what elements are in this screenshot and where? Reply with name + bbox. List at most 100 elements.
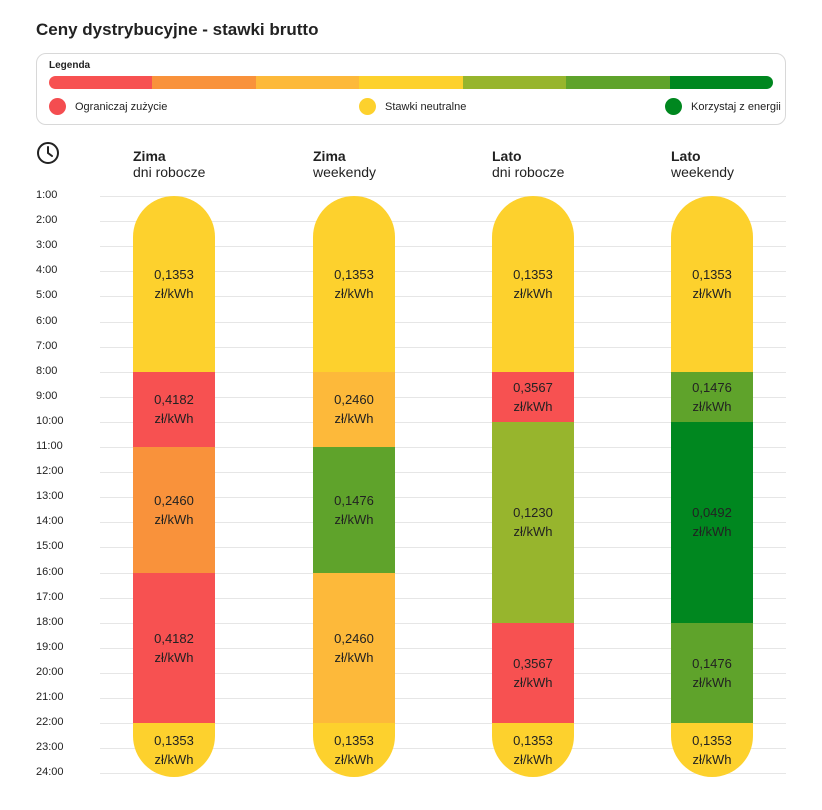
- tariff-value: 0,0492: [692, 505, 732, 521]
- legend-scale-step: [462, 76, 567, 89]
- tariff-segment: 0,1353 zł/kWh: [133, 723, 215, 778]
- legend-scale-step: [359, 76, 463, 89]
- column-season: Zima: [133, 148, 166, 164]
- column-header-winter-workdays: Zima dni robocze: [133, 148, 205, 180]
- tariff-value: 0,3567: [513, 379, 553, 395]
- hour-label: 8:00: [36, 364, 58, 377]
- hour-label: 2:00: [36, 214, 58, 227]
- hour-gridline: [100, 572, 786, 574]
- tariff-value: 0,4182: [154, 392, 194, 408]
- yellow-dot-icon: [359, 98, 376, 115]
- tariff-value: 0,1230: [513, 505, 553, 521]
- tariff-segment: 0,1476 zł/kWh: [671, 622, 753, 724]
- tariff-segment: 0,2460 zł/kWh: [313, 572, 395, 724]
- tariff-unit: zł/kWh: [154, 752, 194, 768]
- green-dot-icon: [665, 98, 682, 115]
- tariff-value: 0,1353: [513, 733, 553, 749]
- hour-gridline: [100, 497, 786, 499]
- tariff-segment: 0,0492 zł/kWh: [671, 421, 753, 623]
- tariff-unit: zł/kWh: [154, 285, 194, 301]
- tariff-value: 0,1353: [154, 266, 194, 282]
- red-dot-icon: [49, 98, 66, 115]
- hour-label: 9:00: [36, 389, 58, 402]
- tariff-segment: 0,3567 zł/kWh: [492, 371, 574, 422]
- column-days: dni robocze: [492, 164, 565, 180]
- hour-label: 19:00: [36, 640, 64, 653]
- column-header-winter-weekends: Zima weekendy: [313, 148, 376, 180]
- tariff-value: 0,1353: [513, 266, 553, 282]
- hour-gridline: [100, 547, 786, 549]
- hour-gridline: [100, 723, 786, 725]
- hour-gridline: [100, 447, 786, 448]
- hour-gridline: [100, 296, 786, 298]
- hour-gridline: [100, 396, 786, 398]
- tariff-band: 0,1353 zł/kWh 0,1476 zł/kWh 0,0492 zł/kWh 0,14…: [671, 196, 753, 778]
- column-days: weekendy: [313, 164, 377, 180]
- hour-gridline: [100, 271, 786, 273]
- hour-gridline: [100, 321, 786, 323]
- tariff-unit: zł/kWh: [692, 674, 732, 690]
- tariff-value: 0,2460: [154, 492, 194, 508]
- legend-scale-step: [566, 76, 670, 89]
- hour-gridline: [100, 246, 786, 248]
- legend-scale-step: [49, 76, 153, 89]
- hour-gridline: [100, 773, 786, 775]
- hour-label: 12:00: [36, 465, 64, 478]
- tariff-segment: 0,1353 zł/kWh: [671, 723, 753, 778]
- column-days: weekendy: [671, 164, 735, 180]
- hour-gridline: [100, 622, 786, 624]
- legend-label: Ograniczaj zużycie: [75, 100, 168, 113]
- tariff-band: 0,1353 zł/kWh 0,3567 zł/kWh 0,1230 zł/kWh 0,35…: [492, 196, 574, 778]
- column-header-summer-weekends: Lato weekendy: [671, 148, 734, 180]
- legend-scale-step: [255, 76, 360, 89]
- hour-gridline: [100, 647, 786, 649]
- tariff-value: 0,1353: [334, 733, 374, 749]
- tariff-band: 0,1353 zł/kWh 0,2460 zł/kWh 0,1476 zł/kWh 0,24…: [313, 196, 395, 778]
- legend-color-scale: [49, 76, 773, 89]
- hour-gridline: [100, 346, 786, 348]
- tariff-segment: 0,1476 zł/kWh: [313, 447, 395, 573]
- legend-label: Korzystaj z energii: [691, 100, 781, 113]
- tariff-unit: zł/kWh: [513, 752, 553, 768]
- hour-label: 18:00: [36, 615, 64, 628]
- clock-icon: [37, 142, 59, 164]
- column-days: dni robocze: [133, 164, 206, 180]
- tariff-value: 0,2460: [334, 630, 374, 646]
- hour-label: 11:00: [36, 440, 63, 452]
- hour-label: 6:00: [36, 314, 58, 327]
- tariff-segment: 0,2460 zł/kWh: [313, 371, 395, 447]
- hour-gridline: [100, 748, 786, 750]
- tariff-band: 0,1353 zł/kWh 0,4182 zł/kWh 0,2460 zł/kWh 0,41…: [133, 196, 215, 778]
- tariff-unit: zł/kWh: [692, 524, 732, 540]
- tariff-segment: 0,1353 zł/kWh: [492, 723, 574, 778]
- tariff-unit: zł/kWh: [692, 285, 732, 301]
- tariff-value: 0,1353: [154, 733, 194, 749]
- hour-gridline: [100, 221, 786, 223]
- tariff-unit: zł/kWh: [334, 285, 374, 301]
- hour-gridline: [100, 597, 786, 599]
- tariff-segment: 0,4182 zł/kWh: [133, 371, 215, 447]
- tariff-unit: zł/kWh: [154, 511, 194, 527]
- legend-item-limit: Ograniczaj zużycie: [49, 98, 167, 115]
- tariff-unit: zł/kWh: [154, 649, 194, 665]
- legend-scale-step: [152, 76, 256, 89]
- hour-gridline: [100, 371, 786, 373]
- hour-label: 21:00: [36, 691, 64, 703]
- tariff-value: 0,1353: [692, 733, 732, 749]
- hour-label: 14:00: [36, 515, 64, 528]
- tariff-value: 0,4182: [154, 630, 194, 646]
- tariff-unit: zł/kWh: [334, 752, 374, 768]
- hour-label: 24:00: [36, 766, 64, 779]
- hour-gridline: [100, 698, 786, 699]
- tariff-segment: 0,4182 zł/kWh: [133, 572, 215, 724]
- hour-label: 10:00: [36, 414, 64, 427]
- tariff-segment: 0,1230 zł/kWh: [492, 421, 574, 623]
- hour-label: 5:00: [36, 289, 58, 302]
- tariff-segment: 0,1353 zł/kWh: [133, 196, 215, 372]
- tariff-segment: 0,1353 zł/kWh: [671, 196, 753, 372]
- tariff-value: 0,3567: [513, 655, 553, 671]
- tariff-segment: 0,1476 zł/kWh: [671, 371, 753, 422]
- column-season: Lato: [492, 148, 522, 164]
- tariff-value: 0,1476: [692, 379, 732, 395]
- hour-gridline: [100, 421, 786, 423]
